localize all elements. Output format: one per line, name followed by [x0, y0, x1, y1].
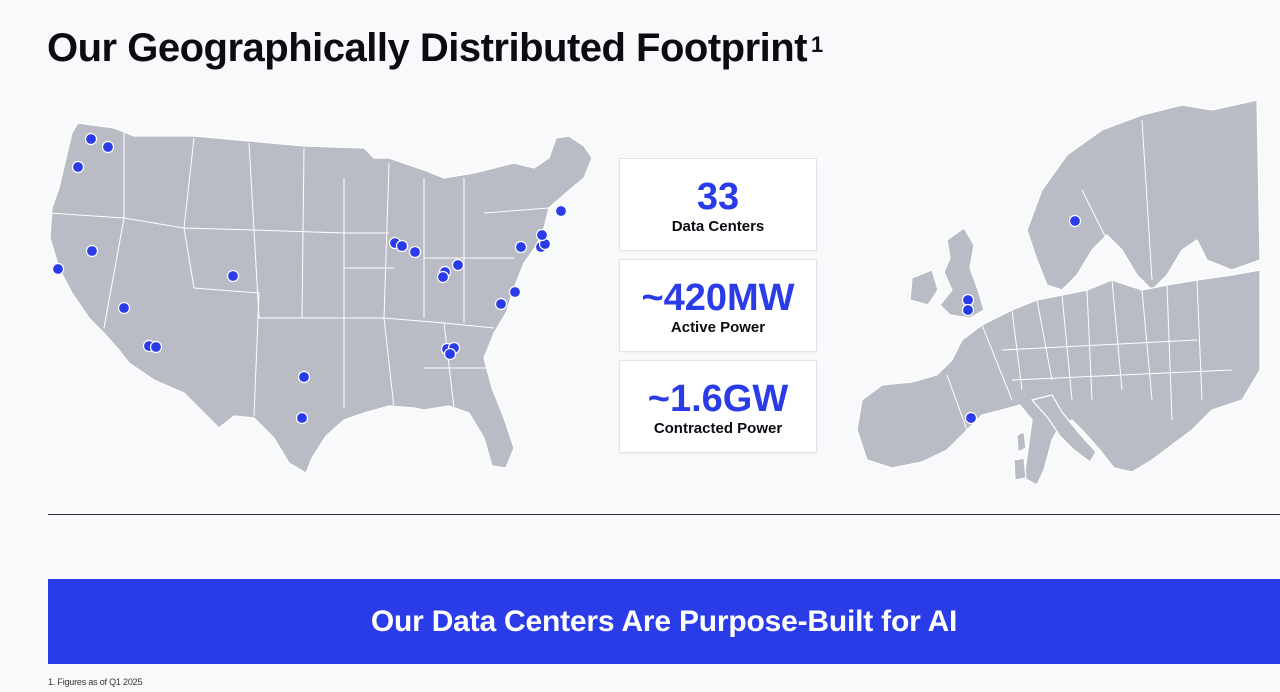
island-shape: [1016, 431, 1027, 453]
location-marker: [51, 262, 65, 276]
us-state-borders: [48, 133, 550, 417]
scandinavia-shape: [1026, 100, 1261, 291]
location-marker: [149, 340, 163, 354]
footnote-marker: 1: [811, 32, 823, 57]
section-divider: [48, 514, 1280, 515]
italy-shape: [1030, 394, 1097, 463]
purpose-built-banner: Our Data Centers Are Purpose-Built for A…: [48, 579, 1280, 664]
stat-value: 33: [696, 176, 740, 218]
stat-contracted-power: ~1.6GW Contracted Power: [620, 361, 816, 452]
us-datacenter-markers: [51, 132, 568, 425]
island-shape: [1013, 457, 1027, 481]
location-marker: [554, 204, 568, 218]
europe-map: [856, 100, 1261, 486]
location-marker: [436, 270, 450, 284]
location-marker: [961, 303, 975, 317]
location-marker: [408, 245, 422, 259]
footnote: 1. Figures as of Q1 2025: [48, 677, 143, 687]
location-marker: [1068, 214, 1082, 228]
location-marker: [297, 370, 311, 384]
location-marker: [117, 301, 131, 315]
europe-datacenter-markers: [961, 214, 1082, 425]
page-title-text: Our Geographically Distributed Footprint: [47, 26, 808, 70]
europe-country-borders: [946, 119, 1233, 431]
location-marker: [964, 411, 978, 425]
us-map: [48, 122, 593, 474]
us-land-shape: [49, 122, 593, 474]
stat-value: ~420MW: [641, 277, 795, 319]
location-marker: [514, 240, 528, 254]
location-marker: [494, 297, 508, 311]
page-title: Our Geographically Distributed Footprint…: [47, 26, 823, 71]
location-marker: [101, 140, 115, 154]
uk-shape: [939, 227, 985, 319]
stat-active-power: ~420MW Active Power: [620, 260, 816, 351]
stat-label: Active Power: [670, 319, 766, 336]
stat-label: Contracted Power: [653, 420, 783, 437]
location-marker: [443, 347, 457, 361]
location-marker: [84, 132, 98, 146]
location-marker: [508, 285, 522, 299]
stat-data-centers: 33 Data Centers: [620, 159, 816, 250]
location-marker: [295, 411, 309, 425]
location-marker: [226, 269, 240, 283]
location-marker: [961, 293, 975, 307]
location-marker: [535, 228, 549, 242]
banner-text: Our Data Centers Are Purpose-Built for A…: [370, 604, 958, 638]
location-marker: [451, 258, 465, 272]
location-marker: [71, 160, 85, 174]
location-marker: [395, 239, 409, 253]
stat-value: ~1.6GW: [647, 378, 789, 420]
stat-label: Data Centers: [671, 218, 765, 235]
location-marker: [85, 244, 99, 258]
ireland-shape: [909, 269, 939, 306]
